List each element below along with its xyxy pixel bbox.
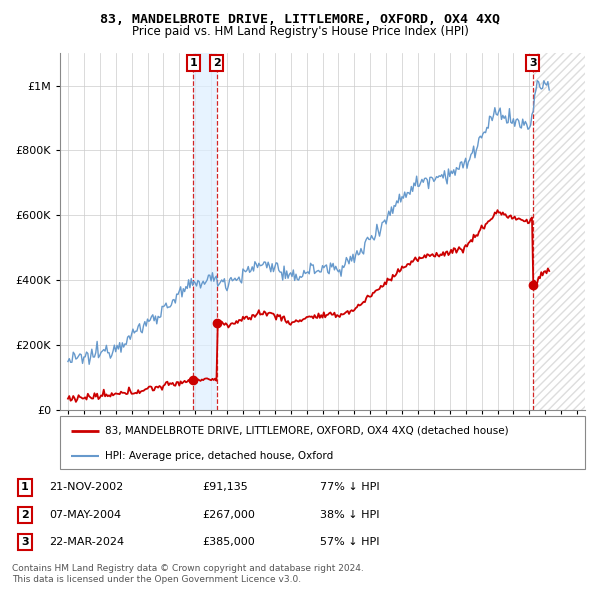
Text: 1: 1	[21, 483, 29, 493]
Text: 3: 3	[529, 58, 536, 68]
Bar	[533, 53, 585, 410]
Text: 57% ↓ HPI: 57% ↓ HPI	[320, 537, 380, 547]
Bar	[193, 53, 217, 410]
Bar	[533, 53, 585, 410]
Text: HPI: Average price, detached house, Oxford: HPI: Average price, detached house, Oxfo…	[104, 451, 333, 461]
Text: 21-NOV-2002: 21-NOV-2002	[49, 483, 124, 493]
Text: 1: 1	[190, 58, 197, 68]
Text: Price paid vs. HM Land Registry's House Price Index (HPI): Price paid vs. HM Land Registry's House …	[131, 25, 469, 38]
Text: £91,135: £91,135	[202, 483, 248, 493]
Text: Contains HM Land Registry data © Crown copyright and database right 2024.: Contains HM Land Registry data © Crown c…	[12, 564, 364, 573]
Text: £385,000: £385,000	[202, 537, 255, 547]
Text: 38% ↓ HPI: 38% ↓ HPI	[320, 510, 380, 520]
Text: 2: 2	[213, 58, 221, 68]
Text: 22-MAR-2024: 22-MAR-2024	[49, 537, 125, 547]
Text: 77% ↓ HPI: 77% ↓ HPI	[320, 483, 380, 493]
Text: 83, MANDELBROTE DRIVE, LITTLEMORE, OXFORD, OX4 4XQ (detached house): 83, MANDELBROTE DRIVE, LITTLEMORE, OXFOR…	[104, 426, 508, 436]
Text: 07-MAY-2004: 07-MAY-2004	[49, 510, 122, 520]
Text: 83, MANDELBROTE DRIVE, LITTLEMORE, OXFORD, OX4 4XQ: 83, MANDELBROTE DRIVE, LITTLEMORE, OXFOR…	[100, 13, 500, 26]
Text: 3: 3	[21, 537, 28, 547]
Text: 2: 2	[21, 510, 29, 520]
FancyBboxPatch shape	[60, 416, 585, 469]
Text: £267,000: £267,000	[202, 510, 255, 520]
Text: This data is licensed under the Open Government Licence v3.0.: This data is licensed under the Open Gov…	[12, 575, 301, 584]
